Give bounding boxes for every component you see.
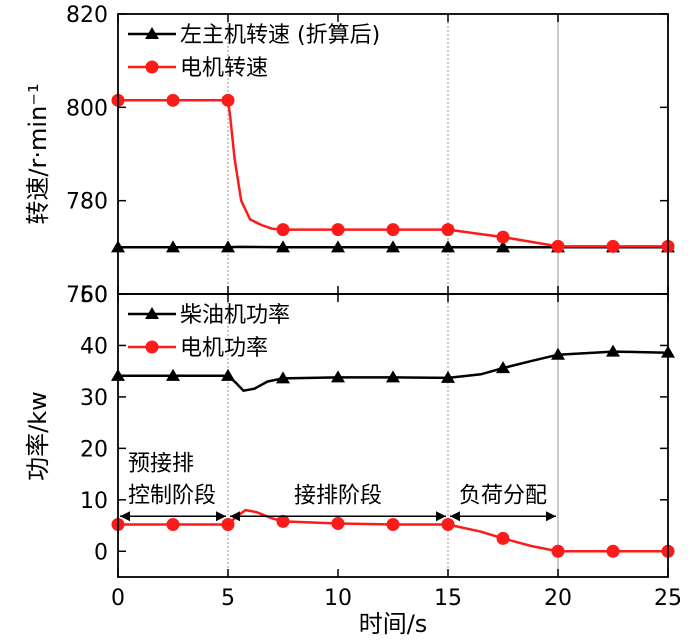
- phase-label-1-0: 接排阶段: [294, 483, 382, 508]
- bottom-series-1-point-5: [386, 518, 400, 532]
- x-tick-label-3: 15: [434, 586, 462, 611]
- bottom-series-1-point-9: [606, 544, 620, 558]
- top-series-1-point-1: [166, 93, 180, 107]
- bottom-series-1-point-2: [221, 518, 235, 532]
- x-tick-label-4: 20: [544, 586, 572, 611]
- top-series-0-point-2: [221, 240, 235, 253]
- x-tick-label-2: 10: [324, 586, 352, 611]
- bottom-legend-label-0: 柴油机功率: [180, 303, 290, 328]
- phase-arrow-head-right-1: [436, 511, 446, 522]
- top-legend-label-1: 电机转速: [180, 56, 268, 81]
- top-series-1-point-5: [386, 223, 400, 237]
- top-series-0-point-5: [386, 240, 400, 253]
- top-series-1-point-2: [221, 93, 235, 107]
- x-tick-label-5: 25: [654, 586, 682, 611]
- bottom-series-1-point-7: [496, 531, 510, 545]
- top-series-line-1: [118, 99, 668, 248]
- phase-label-0-0: 预接排: [128, 451, 194, 476]
- x-tick-label-1: 5: [221, 586, 235, 611]
- bottom-series-0-point-7: [496, 361, 510, 374]
- top-legend-marker-0: [145, 27, 159, 39]
- bottom-plot-frame: [117, 293, 669, 578]
- phase-label-0-1: 控制阶段: [128, 483, 216, 508]
- bottom-ytick-label-3: 30: [80, 386, 108, 411]
- top-legend-marker-1: [145, 60, 159, 74]
- phase-arrow-head-left-2: [450, 511, 460, 522]
- bottom-y-axis-label: 功率/kw: [24, 391, 52, 481]
- top-series-1-point-8: [551, 239, 565, 253]
- top-legend-label-0: 左主机转速 (折算后): [180, 23, 380, 48]
- top-series-0-point-4: [331, 240, 345, 253]
- top-ytick-label-0: 760: [66, 283, 108, 308]
- x-axis-label: 时间/s: [359, 610, 428, 638]
- bottom-series-0-point-4: [331, 370, 345, 383]
- top-panel: 760 780 800 820 左主机转速 (折算后) 电机转速: [66, 3, 675, 308]
- bottom-series-1-point-8: [551, 544, 565, 558]
- bottom-ytick-label-1: 10: [80, 489, 108, 514]
- bottom-series-0-point-8: [551, 347, 565, 360]
- top-series-0-point-1: [166, 240, 180, 253]
- top-series-0-point-7: [496, 240, 510, 253]
- top-series-0-point-3: [276, 240, 290, 253]
- top-ytick-label-1: 780: [66, 190, 108, 215]
- top-series-1-point-3: [276, 223, 290, 237]
- bottom-ytick-label-0: 0: [94, 540, 108, 565]
- phase-arrow-head-left-0: [120, 511, 130, 522]
- phase-arrow-head-right-2: [546, 511, 556, 522]
- top-y-axis-label: 转速/r·min⁻¹: [24, 83, 52, 224]
- top-ytick-label-2: 800: [66, 96, 108, 121]
- bottom-series-0-point-2: [221, 368, 235, 381]
- top-series-1-point-4: [331, 223, 345, 237]
- phase-arrow-head-right-0: [216, 511, 226, 522]
- top-series-1-point-6: [441, 223, 455, 237]
- x-tick-label-0: 0: [111, 586, 125, 611]
- bottom-legend-label-1: 电机功率: [180, 336, 268, 361]
- bottom-legend-marker-0: [145, 307, 159, 319]
- bottom-legend-marker-1: [145, 340, 159, 354]
- bottom-series-1-point-3: [276, 514, 290, 528]
- bottom-ytick-label-2: 20: [80, 437, 108, 462]
- bottom-series-1-point-6: [441, 518, 455, 532]
- top-series-0-point-6: [441, 240, 455, 253]
- top-ytick-label-3: 820: [66, 3, 108, 28]
- bottom-series-1-point-4: [331, 516, 345, 530]
- bottom-series-0-point-9: [606, 344, 620, 357]
- bottom-ytick-label-5: 50: [80, 283, 108, 308]
- phase-label-2-0: 负荷分配: [459, 483, 547, 508]
- top-series-1-point-7: [496, 230, 510, 244]
- top-series-1-point-9: [606, 239, 620, 253]
- bottom-series-0-point-1: [166, 368, 180, 381]
- phase-arrow-head-left-1: [230, 511, 240, 522]
- bottom-series-1-point-1: [166, 518, 180, 532]
- bottom-ytick-label-4: 40: [80, 334, 108, 359]
- bottom-series-0-point-6: [441, 370, 455, 383]
- bottom-series-0-point-3: [276, 371, 290, 384]
- bottom-series-0-point-5: [386, 370, 400, 383]
